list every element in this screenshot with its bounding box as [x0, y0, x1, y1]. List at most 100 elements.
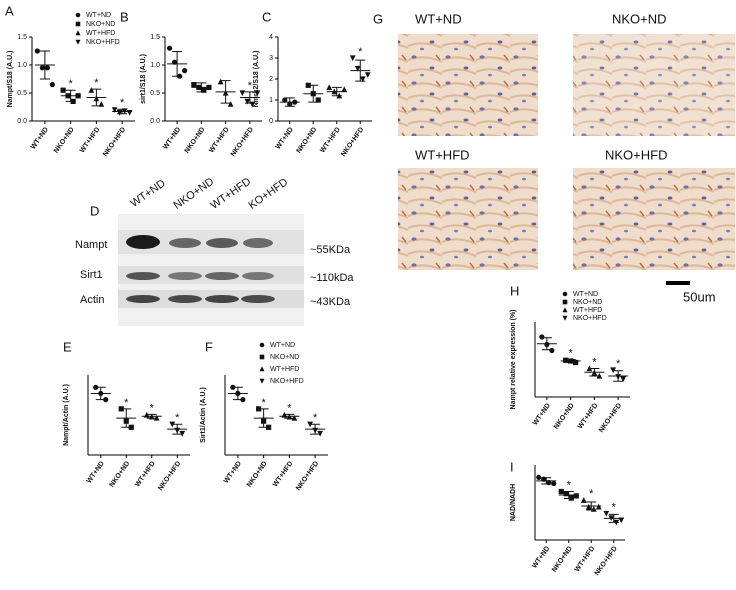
x-tick-label: WT+ND: [275, 126, 295, 151]
error-bar: [91, 88, 102, 107]
y-tick-label: 1.0: [17, 62, 27, 69]
scale-label: 50um: [683, 289, 716, 304]
data-point: [364, 72, 371, 78]
row-label: Sirt1: [80, 269, 103, 281]
x-tick-label: NKO+ND: [246, 460, 269, 488]
x-tick-label: WT+ND: [532, 402, 552, 427]
y-tick-label: 0.5: [17, 90, 27, 97]
significance-star: *: [68, 78, 73, 90]
x-tick-label: NKO+HFD: [594, 545, 619, 577]
error-bar: [258, 408, 269, 428]
x-tick-label: WT+ND: [162, 126, 182, 151]
legend-label: NKO+HFD: [270, 378, 304, 385]
y-axis-label: sirt1/S18 (A.U.): [140, 54, 147, 104]
data-point: [563, 357, 569, 363]
data-point: [359, 76, 366, 83]
data-point: [39, 65, 45, 71]
y-axis-label: NAD/NADH: [510, 484, 517, 521]
panel-letter: H: [510, 283, 519, 298]
legend-label: WT+ND: [86, 12, 111, 19]
x-tick-label: NKO+HFD: [340, 126, 365, 158]
size-label: ~43KDa: [310, 296, 351, 308]
legend-label: WT+HFD: [86, 30, 115, 37]
y-axis-label: Sirt1/Actin (A.U.): [200, 387, 207, 443]
x-tick-label: NKO+HFD: [598, 402, 623, 434]
x-tick-label: NKO+ND: [184, 126, 207, 154]
data-point: [227, 101, 234, 107]
data-point: [354, 65, 361, 72]
significance-star: *: [612, 501, 617, 513]
significance-star: *: [358, 46, 363, 58]
error-bar: [172, 51, 183, 77]
error-bar: [563, 490, 574, 500]
legend-marker: [75, 12, 81, 18]
error-bar: [244, 91, 255, 104]
image-label: NKO+ND: [612, 11, 667, 26]
significance-star: *: [124, 397, 129, 409]
significance-star: *: [589, 488, 594, 500]
significance-star: *: [567, 479, 572, 491]
legend-marker: [562, 315, 568, 321]
y-tick-label: 1.5: [17, 34, 27, 41]
error-bar: [232, 386, 243, 401]
data-point: [98, 101, 105, 107]
legend-marker: [75, 21, 81, 27]
error-bar: [284, 413, 295, 419]
data-point: [536, 474, 542, 480]
data-point: [618, 517, 625, 524]
data-point: [326, 84, 333, 90]
data-point: [585, 503, 592, 510]
error-bar: [541, 337, 552, 351]
legend-label: WT+HFD: [573, 307, 602, 314]
data-point: [182, 68, 188, 74]
data-point: [580, 497, 587, 503]
error-bar: [608, 513, 619, 523]
legend-marker: [259, 354, 265, 360]
error-bar: [146, 413, 157, 419]
lane-label: KO+HFD: [247, 176, 291, 212]
y-axis-label: Nampt/S18 (A.U.): [7, 51, 14, 108]
data-point: [126, 110, 133, 116]
significance-star: *: [94, 77, 99, 89]
x-tick-label: NKO+ND: [109, 460, 132, 488]
legend-marker: [259, 378, 265, 384]
panel-letter: G: [373, 11, 383, 26]
data-point: [217, 78, 224, 85]
legend-label: WT+ND: [573, 291, 598, 298]
legend-label: WT+HFD: [270, 366, 299, 373]
panel-letter: I: [510, 459, 514, 474]
x-tick-label: NKO+HFD: [157, 460, 182, 492]
x-tick-label: WT+HFD: [319, 126, 342, 154]
legend-label: NKO+ND: [573, 299, 602, 306]
data-point: [315, 97, 321, 103]
x-tick-label: NKO+ND: [296, 126, 319, 154]
data-point: [34, 48, 40, 54]
x-tick-label: WT+HFD: [577, 402, 600, 430]
western-blot: [118, 214, 304, 326]
legend-marker: [562, 291, 568, 297]
y-tick-label: 0.5: [150, 90, 160, 97]
x-tick-label: WT+ND: [86, 460, 106, 485]
histology-image: [398, 168, 538, 270]
legend-marker: [75, 39, 81, 45]
significance-star: *: [616, 358, 621, 370]
error-bar: [117, 108, 128, 115]
legend-label: WT+ND: [270, 342, 295, 349]
image-label: WT+HFD: [415, 147, 470, 162]
data-point: [239, 90, 246, 97]
data-point: [88, 87, 95, 93]
data-point: [111, 107, 118, 113]
data-point: [595, 503, 602, 510]
error-bar: [172, 423, 183, 435]
x-tick-label: NKO+HFD: [102, 126, 127, 158]
data-point: [49, 82, 55, 88]
error-bar: [308, 84, 319, 103]
legend-marker: [562, 299, 568, 305]
legend-marker: [259, 366, 265, 372]
y-tick-label: 4: [269, 34, 273, 41]
significance-star: *: [287, 402, 292, 414]
legend-marker: [75, 30, 81, 36]
x-tick-label: WT+HFD: [208, 126, 231, 154]
x-tick-label: WT+ND: [531, 545, 551, 570]
